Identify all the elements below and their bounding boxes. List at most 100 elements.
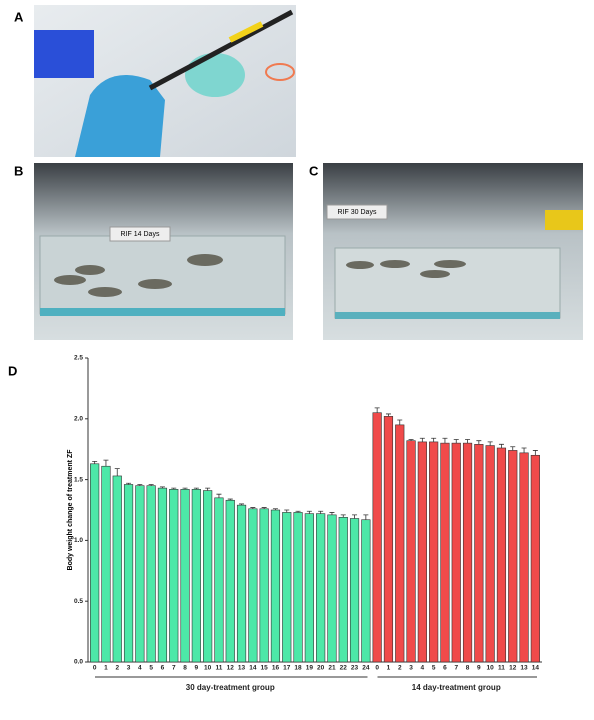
x-tick-label: 12 bbox=[509, 665, 517, 672]
photo-c bbox=[323, 163, 583, 340]
error-bar bbox=[306, 510, 312, 514]
bar bbox=[395, 424, 405, 663]
bar bbox=[270, 509, 281, 663]
x-tick-label: 20 bbox=[317, 665, 325, 672]
x-tick-label: 3 bbox=[409, 665, 413, 672]
group-label: 14 day-treatment group bbox=[411, 683, 501, 692]
x-tick-label: 11 bbox=[216, 665, 223, 672]
bar bbox=[214, 497, 224, 663]
bar bbox=[440, 442, 450, 663]
bar bbox=[474, 444, 484, 663]
x-tick-label: 1 bbox=[104, 665, 108, 672]
x-tick-label: 9 bbox=[195, 665, 199, 672]
bar bbox=[338, 516, 348, 663]
error-bar bbox=[227, 498, 233, 501]
bar bbox=[112, 475, 122, 663]
error-bar bbox=[431, 437, 437, 442]
group-label: 30 day-treatment group bbox=[185, 683, 275, 692]
y-tick-label: 0.0 bbox=[74, 659, 83, 666]
error-bar bbox=[510, 446, 516, 451]
bar bbox=[349, 518, 360, 663]
error-bar bbox=[272, 508, 278, 510]
y-tick-label: 2.5 bbox=[74, 355, 83, 362]
tank-sign: RIF 14 Days bbox=[121, 231, 160, 238]
y-tick-label: 1.0 bbox=[74, 537, 83, 544]
photo-b bbox=[34, 163, 293, 340]
x-tick-label: 21 bbox=[328, 665, 336, 672]
group-label-box: 30 day-treatment group bbox=[185, 683, 275, 692]
bar bbox=[508, 450, 518, 663]
bar bbox=[304, 513, 314, 663]
error-bar bbox=[465, 439, 471, 444]
error-bar bbox=[126, 482, 132, 485]
error-bar bbox=[532, 450, 538, 456]
error-bar bbox=[295, 510, 301, 513]
bar bbox=[180, 489, 190, 663]
bar bbox=[90, 463, 100, 663]
error-bar bbox=[284, 509, 290, 513]
bar bbox=[417, 441, 427, 663]
error-bar bbox=[363, 514, 369, 520]
error-bar bbox=[148, 484, 154, 486]
bar bbox=[135, 485, 145, 663]
bar bbox=[157, 487, 168, 663]
x-tick-label: 8 bbox=[466, 665, 470, 672]
bar bbox=[169, 489, 179, 663]
x-tick-label: 1 bbox=[387, 665, 391, 672]
x-tick-label: 11 bbox=[498, 665, 505, 672]
error-bar bbox=[216, 493, 222, 498]
bar bbox=[496, 447, 507, 663]
error-bar bbox=[239, 503, 245, 506]
error-bar bbox=[193, 487, 199, 490]
bar bbox=[101, 465, 111, 663]
error-bar bbox=[92, 460, 98, 464]
x-tick-label: 18 bbox=[294, 665, 302, 672]
error-bar bbox=[498, 443, 504, 448]
bar bbox=[259, 508, 269, 663]
bar bbox=[519, 452, 529, 663]
bar bbox=[123, 484, 134, 663]
bar bbox=[451, 442, 461, 663]
x-tick-label: 13 bbox=[520, 665, 528, 672]
x-tick-label: 0 bbox=[93, 665, 97, 672]
x-tick-label: 10 bbox=[487, 665, 495, 672]
error-bar bbox=[453, 439, 459, 444]
error-bar bbox=[442, 437, 448, 444]
error-bar bbox=[487, 441, 493, 446]
x-tick-label: 19 bbox=[306, 665, 314, 672]
bar bbox=[236, 504, 247, 663]
error-bar bbox=[419, 437, 425, 442]
error-bar bbox=[352, 514, 358, 519]
bar bbox=[225, 499, 235, 663]
panel-letter: B bbox=[14, 163, 23, 178]
x-tick-label: 5 bbox=[149, 665, 153, 672]
error-bar bbox=[385, 413, 391, 417]
error-bar bbox=[397, 419, 403, 425]
error-bar bbox=[261, 507, 267, 509]
x-tick-label: 15 bbox=[261, 665, 269, 672]
error-bar bbox=[182, 487, 188, 490]
x-tick-label: 7 bbox=[172, 665, 176, 672]
bar bbox=[406, 440, 416, 663]
error-bar bbox=[329, 512, 335, 515]
panel-letter: D bbox=[8, 363, 17, 378]
bar bbox=[146, 485, 156, 663]
bar bbox=[316, 513, 326, 663]
bar bbox=[361, 519, 371, 663]
bar bbox=[429, 441, 439, 663]
x-tick-label: 8 bbox=[183, 665, 187, 672]
x-tick-label: 22 bbox=[340, 665, 348, 672]
bar bbox=[327, 514, 337, 663]
y-tick-label: 1.5 bbox=[74, 476, 83, 483]
error-bar bbox=[476, 440, 482, 445]
error-bar bbox=[103, 459, 109, 467]
x-tick-label: 6 bbox=[161, 665, 165, 672]
bar bbox=[383, 416, 394, 663]
y-tick-label: 0.5 bbox=[74, 598, 83, 605]
bar bbox=[293, 512, 303, 663]
x-tick-label: 2 bbox=[398, 665, 402, 672]
y-axis-label: Body weight change of treatment ZF bbox=[67, 449, 74, 571]
x-tick-label: 23 bbox=[351, 665, 359, 672]
bar bbox=[462, 442, 473, 663]
